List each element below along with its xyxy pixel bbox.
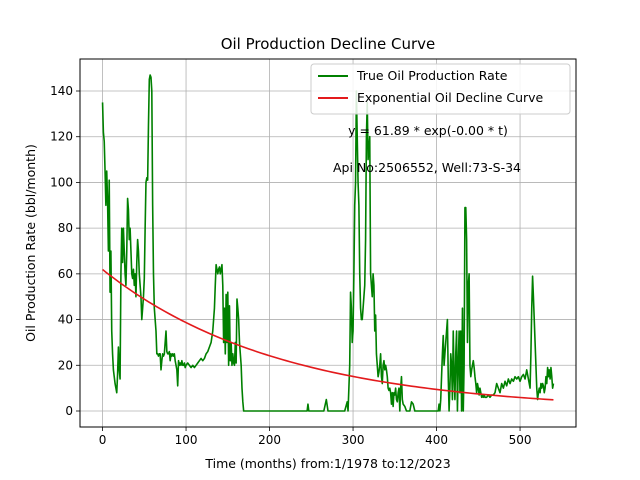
y-tick-label: 60 [58,267,73,281]
plot-frame [79,58,577,428]
y-tick-label: 20 [58,358,73,372]
y-axis-title: Oil Production Rate (bbl/month) [23,144,38,342]
x-tick-label: 300 [342,433,365,447]
chart-title: Oil Production Decline Curve [221,35,436,53]
x-axis-title: Time (months) from:1/1978 to:12/2023 [204,456,450,471]
series-line-true-rate [101,74,555,412]
y-tick-label: 0 [65,404,73,418]
x-tick-label: 100 [175,433,198,447]
y-tick-label: 100 [50,175,73,189]
y-tick-label: 80 [58,221,73,235]
y-tick-label: 40 [58,313,73,327]
well-annotation: Api No:2506552, Well:73-S-34 [333,160,521,175]
series-layer [101,74,555,412]
x-tick-label: 500 [509,433,532,447]
x-tick-label: 0 [99,433,107,447]
x-tick-label: 400 [425,433,448,447]
x-tick-label: 200 [258,433,281,447]
y-tick-label: 140 [50,84,73,98]
legend: True Oil Production Rate Exponential Oil… [310,63,571,115]
legend-label-true-rate: True Oil Production Rate [356,68,508,83]
series-line-decline-curve [102,268,554,401]
legend-label-decline-curve: Exponential Oil Decline Curve [357,90,544,105]
equation-annotation: y = 61.89 * exp(-0.00 * t) [348,123,508,138]
axis-ticks: 0 100 200 300 400 500 0 20 40 60 80 100 120 140 [50,84,531,447]
y-tick-label: 120 [50,130,73,144]
legend-box [310,63,571,115]
